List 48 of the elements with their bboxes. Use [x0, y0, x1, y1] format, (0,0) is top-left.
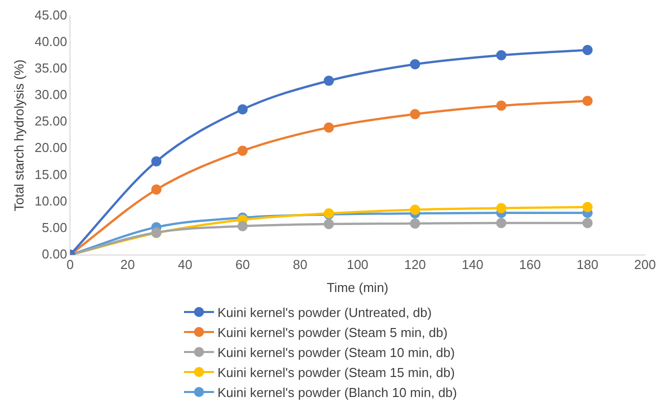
x-tick-label: 160	[519, 257, 541, 272]
legend-label: Kuini kernel's powder (Blanch 10 min, db)	[218, 384, 457, 400]
point	[582, 202, 593, 212]
legend-label: Kuini kernel's powder (Steam 15 min, db)	[218, 364, 455, 380]
x-tick-label: 120	[404, 257, 426, 272]
x-tick-label: 0	[66, 257, 74, 272]
y-tick-label: 35.00	[34, 60, 68, 76]
y-tick-label: 30.00	[34, 87, 68, 102]
point	[410, 204, 420, 215]
point	[324, 76, 334, 86]
legend-label: Kuini kernel's powder (Untreated, db)	[218, 304, 432, 320]
point	[496, 218, 506, 228]
point	[237, 104, 248, 115]
point	[324, 122, 334, 133]
y-tick-label: 0.00	[42, 246, 68, 262]
point	[410, 218, 420, 229]
point	[410, 59, 420, 70]
x-tick-label: 100	[346, 257, 368, 272]
x-tick-label: 60	[235, 257, 250, 272]
point	[582, 44, 593, 56]
y-tick-label: 5.00	[42, 220, 68, 235]
x-tick-label: 140	[462, 257, 484, 272]
point	[151, 184, 162, 195]
x-axis-title: Time (min)	[326, 280, 388, 295]
y-tick-label: 15.00	[34, 166, 68, 182]
y-tick-label: 10.00	[34, 193, 68, 208]
x-tick-label: 20	[120, 257, 135, 272]
x-tick-label: 200	[634, 257, 656, 272]
point	[151, 156, 162, 167]
y-axis-title: Total starch hydrolysis (%)	[11, 60, 26, 212]
x-tick-label: 180	[576, 257, 598, 272]
y-tick-label: 40.00	[34, 34, 68, 50]
y-tick-label: 45.00	[34, 8, 68, 23]
x-tick-label: 40	[178, 257, 192, 272]
legend-label: Kuini kernel's powder (Steam 10 min, db)	[218, 344, 455, 360]
y-tick-label: 20.00	[34, 140, 68, 156]
point	[496, 100, 506, 111]
point	[582, 96, 593, 106]
point	[496, 50, 506, 60]
y-tick-label: 25.00	[34, 114, 68, 129]
x-tick-label: 80	[292, 257, 308, 272]
point	[410, 109, 420, 120]
point	[237, 146, 248, 156]
point	[324, 218, 334, 230]
point	[582, 218, 593, 228]
point	[496, 202, 506, 214]
legend-label: Kuini kernel's powder (Steam 5 min, db)	[218, 324, 448, 340]
point	[237, 221, 248, 232]
